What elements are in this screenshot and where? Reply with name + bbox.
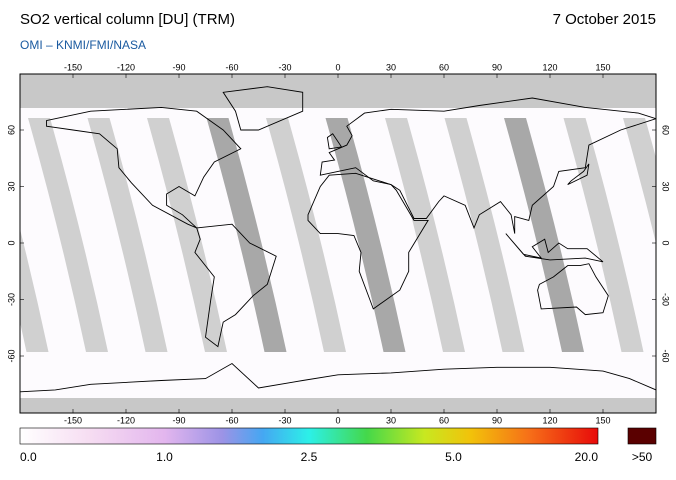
coastline [319,97,656,234]
lon-tick-label-top: -120 [117,62,135,72]
coastline [46,106,242,229]
coastline [307,172,429,310]
lat-tick-label-left: 30 [6,181,16,191]
lon-tick-label-bottom: 90 [492,415,502,425]
colorbar-label: 5.0 [445,450,462,464]
map [20,74,656,413]
lat-tick-label-right: -60 [661,349,671,362]
coastline [505,233,604,263]
swaths [20,118,656,352]
lat-tick-label-right: 60 [661,125,671,135]
colorbar-label: 2.5 [301,450,318,464]
swath [28,118,108,352]
colorbar-label: 0.0 [20,450,37,464]
swath [266,118,346,352]
title: SO2 vertical column [DU] (TRM) [20,11,235,28]
lon-tick-label-bottom: -30 [278,415,291,425]
lon-tick-label-top: 120 [542,62,557,72]
lat-tick-label-left: 0 [6,240,16,245]
lat-tick-label-right: 30 [661,181,671,191]
lon-tick-label-top: 0 [335,62,340,72]
subtitle: OMI – KNMI/FMI/NASA [20,38,146,52]
lon-tick-label-bottom: 30 [386,415,396,425]
colorbar-labels: 0.0 1.0 2.5 5.0 20.0 [20,450,598,464]
lon-tick-label-top: 30 [386,62,396,72]
colorbar-label: 20.0 [575,450,599,464]
lat-tick-label-left: -30 [6,293,16,306]
lon-tick-label-bottom: 120 [542,415,557,425]
lat-tick-label-right: -30 [661,293,671,306]
polar-night-north [20,74,656,108]
colorbar-label: 1.0 [156,450,173,464]
colorbar-overflow [627,427,657,445]
coastline [567,163,590,186]
swath [385,118,465,352]
lon-tick-label-top: -30 [278,62,291,72]
lon-tick-label-bottom: -90 [172,415,185,425]
lon-tick-label-top: 150 [595,62,610,72]
antarctica-coast [20,362,656,393]
coastline [326,133,343,150]
lon-tick-label-bottom: -60 [225,415,238,425]
swath [444,118,525,352]
swath [623,118,656,244]
lon-tick-label-bottom: -120 [117,415,135,425]
swath [87,118,168,352]
coastline [222,86,304,131]
colorbar [19,427,599,445]
coastlines [20,86,656,393]
swath [147,118,227,352]
swath [325,118,406,352]
lon-tick-label-bottom: 150 [595,415,610,425]
date: 7 October 2015 [553,11,656,28]
colorbar-overflow-label: >50 [632,450,653,464]
lat-tick-label-left: -60 [6,349,16,362]
swath [20,229,49,352]
coastline [537,263,609,316]
lon-tick-label-bottom: 60 [439,415,449,425]
lon-tick-label-top: -60 [225,62,238,72]
lon-tick-label-bottom: 0 [335,415,340,425]
swath [504,118,584,352]
swath [206,118,287,352]
lon-tick-label-top: -90 [172,62,185,72]
lon-tick-label-top: 90 [492,62,502,72]
lat-tick-label-left: 60 [6,125,16,135]
lon-tick-label-top: 60 [439,62,449,72]
lon-tick-label-bottom: -150 [64,415,82,425]
lon-tick-label-top: -150 [64,62,82,72]
ticks: -150 -150 -120 -120 -90 -90 -60 -60 -30 -30 0 0 30 30… [6,62,670,425]
lat-tick-label-right: 0 [661,240,671,245]
coastline [194,223,277,348]
